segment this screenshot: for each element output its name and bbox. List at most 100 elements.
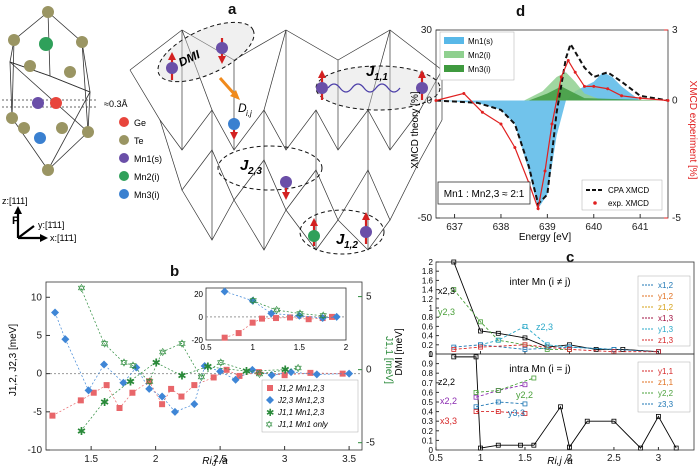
j12-sub: 1,2 — [344, 240, 358, 251]
panel-b-inset-line — [252, 300, 323, 317]
j11-label: J — [366, 63, 375, 80]
panel-c-point — [478, 344, 483, 350]
panel-c-point — [544, 342, 550, 348]
distance-label: ≈0.3Å — [104, 99, 127, 109]
panel-d-ytick-label: -50 — [418, 213, 433, 224]
legend-c-z33: z3,3 — [658, 400, 674, 409]
panel-b-point — [223, 366, 230, 373]
panel-b-ytick-label: 10 — [31, 292, 43, 303]
panel-c-point — [478, 445, 483, 451]
panel-c-point — [584, 418, 590, 424]
panel-b-point — [84, 386, 93, 395]
legend-b-j23-marker — [266, 396, 274, 404]
panel-b-point — [51, 308, 60, 317]
panel-b-inset-point: ✡ — [319, 311, 328, 323]
panel-c-ytick-label: 0.6 — [422, 388, 434, 397]
panel-c-point — [567, 444, 572, 450]
panel-b-inset-point — [332, 312, 341, 321]
panel-c-point — [451, 259, 457, 265]
legend-mn2-dot — [119, 171, 129, 181]
panel-b-point — [116, 405, 123, 411]
panel-c-letter: c — [566, 249, 574, 266]
legend-c-y12: y1,2 — [658, 292, 674, 301]
panel-d-xlabel: Energy [eV] — [519, 232, 571, 243]
panel-c-ytick-label: 0.7 — [422, 379, 434, 388]
legend-ge-dot — [119, 117, 129, 127]
panel-d-ylabel-right: XMCD experiment [%] — [687, 81, 698, 180]
panel-b-point — [267, 371, 276, 380]
panel-c-series-line — [453, 344, 659, 353]
panel-b-point: ✡ — [255, 369, 264, 381]
legend-c-z12: z1,2 — [658, 303, 674, 312]
panel-b-point — [236, 372, 243, 379]
panel-c-point — [473, 354, 479, 360]
panel-d-area — [436, 72, 668, 101]
panel-b-inset-xtick-label: 1.5 — [294, 343, 306, 352]
panel-b-xtick-label: 2.5 — [213, 454, 227, 465]
panel-c-ytick-label: 1.8 — [422, 267, 434, 276]
panel-b-point: ✡ — [177, 338, 186, 350]
panel-b-series-line — [54, 312, 350, 413]
panel-c-top-legend: x1,2 y1,2 z1,2 x1,3 y1,3 z1,3 — [637, 275, 691, 347]
panel-b-point — [61, 335, 70, 344]
panel-b-point: ✡ — [128, 360, 137, 372]
panel-d-exp-point — [550, 122, 554, 126]
legend-mn1-dot — [119, 153, 129, 163]
legend-b-j11only-marker: ✡ — [265, 420, 273, 431]
panel-c-point — [544, 346, 550, 352]
panel-c-point — [611, 418, 617, 424]
panel-c-xtick-label: 3 — [656, 453, 662, 464]
legend-b-j23: J2,3 Mn1,2,3 — [277, 396, 325, 405]
panel-b-series-line — [80, 287, 298, 382]
panel-d-exp-point — [666, 99, 670, 102]
coordinate-axes — [16, 210, 44, 240]
panel-b-point: ✱ — [126, 376, 135, 388]
panel-d-ylabel-left: XMCD theory [%] — [410, 91, 421, 168]
panel-b-inset-point — [305, 316, 312, 323]
panel-b-inset-point — [248, 296, 257, 305]
panel-b-point — [281, 372, 288, 379]
legend-mn2: Mn2(i) — [134, 172, 160, 182]
panel-c-ytick-label: 0.4 — [422, 408, 434, 417]
annot-z23: z2,3 — [536, 322, 553, 332]
legend-d-mn3-swatch — [444, 65, 464, 72]
panel-b-point — [190, 400, 199, 409]
panel-b-point — [100, 360, 109, 369]
panel-b-series-line — [80, 361, 285, 432]
legend-d-mn3: Mn3(i) — [468, 65, 491, 74]
panel-b-series-line — [52, 369, 343, 416]
panel-c-ytick-label: 0.6 — [422, 322, 434, 331]
panel-d-exp-point — [582, 84, 586, 88]
p-label: P — [12, 215, 19, 227]
panel-d-exp-point — [480, 110, 484, 114]
panel-b-point: ✡ — [119, 357, 128, 369]
panel-b-point — [191, 382, 198, 389]
panel-c-ytick-label: 0.1 — [422, 436, 434, 445]
annot-x23: x2,3 — [438, 286, 455, 296]
panel-c-point — [522, 323, 528, 329]
panel-d-xtick-label: 641 — [632, 222, 649, 233]
panel-b-xlabel: Ri,j /a — [202, 456, 228, 467]
legend-te-dot — [119, 135, 129, 145]
panel-d-area — [436, 86, 668, 101]
panel-c-point — [522, 346, 528, 352]
legend-d-mn2: Mn2(i) — [468, 51, 491, 60]
panel-b-point — [307, 369, 314, 376]
panel-b-point: ✡ — [216, 357, 225, 369]
panel-b-point — [231, 375, 240, 384]
dij-sub: i,j — [246, 109, 252, 118]
panel-b-legend: J1,2 Mn1,2,3 J2,3 Mn1,2,3 ✱ J1,1 Mn1,2,3… — [261, 379, 359, 433]
panel-c-point — [495, 388, 501, 393]
panel-b-point — [210, 374, 217, 381]
legend-d-cpa: CPA XMCD — [608, 186, 649, 195]
panel-c-point — [522, 342, 528, 348]
panel-b-point: ✡ — [158, 347, 167, 359]
panel-b-point: ✡ — [197, 372, 206, 384]
lattice-diagram: DMI D i,j J 1,1 J 2,3 J 1,2 — [129, 21, 443, 255]
panel-b-xtick-label: 3 — [282, 454, 288, 465]
j12-label: J — [336, 231, 345, 248]
ratio-box: Mn1 : Mn2,3 ≈ 2:1 — [437, 181, 531, 205]
ratio-label: Mn1 : Mn2,3 ≈ 2:1 — [444, 189, 525, 200]
